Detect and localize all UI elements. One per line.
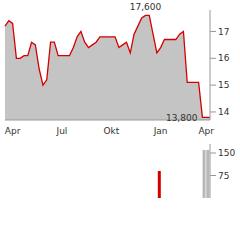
svg-text:15: 15 — [218, 80, 229, 90]
svg-text:17: 17 — [218, 27, 229, 37]
svg-text:16: 16 — [218, 53, 230, 63]
svg-text:14: 14 — [218, 107, 230, 117]
svg-text:75: 75 — [218, 171, 229, 181]
svg-text:17,600: 17,600 — [130, 2, 162, 12]
svg-text:Apr: Apr — [198, 126, 214, 136]
svg-text:150: 150 — [218, 148, 232, 158]
svg-text:Jan: Jan — [153, 126, 168, 136]
svg-text:Okt: Okt — [103, 126, 119, 136]
svg-text:13,800: 13,800 — [166, 113, 198, 123]
svg-text:Apr: Apr — [8, 126, 21, 136]
svg-text:Jul: Jul — [56, 126, 68, 136]
